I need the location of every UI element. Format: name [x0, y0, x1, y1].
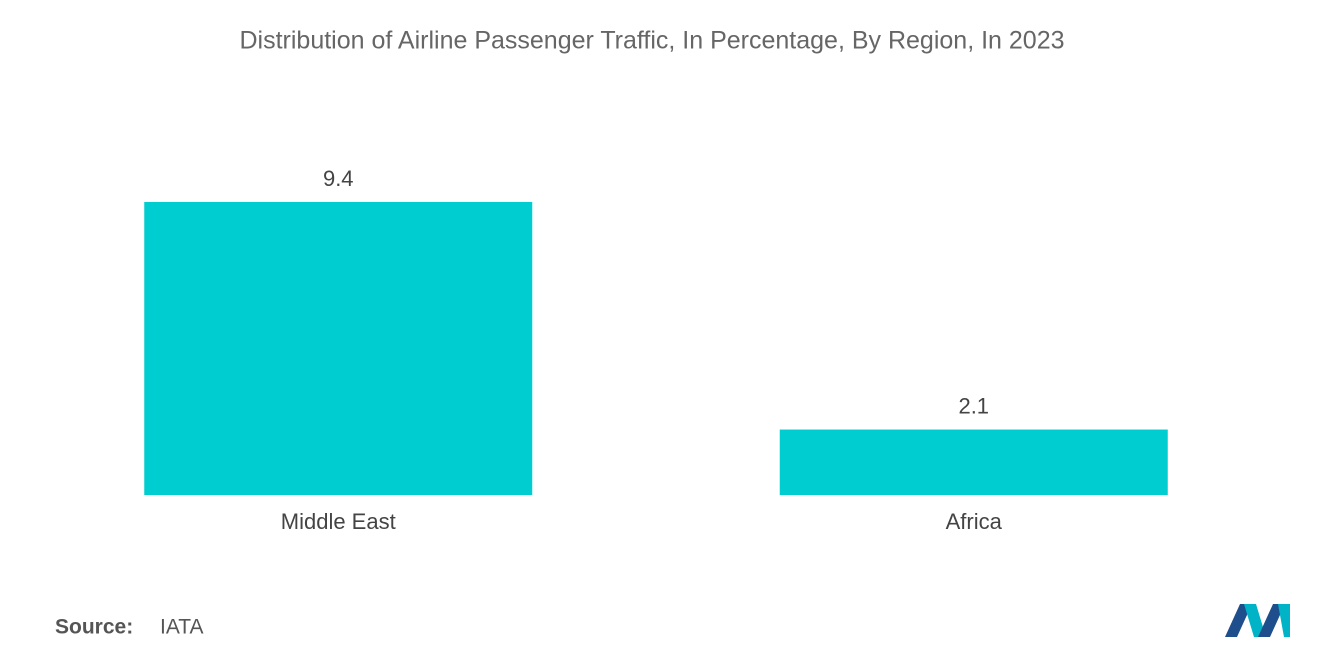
value-label: 9.4: [323, 166, 354, 191]
x-tick-label: Africa: [946, 509, 1003, 534]
value-label: 2.1: [958, 393, 989, 418]
chart-title: Distribution of Airline Passenger Traffi…: [240, 27, 1065, 55]
source-label: Source:: [55, 616, 133, 639]
x-tick-label: Middle East: [281, 509, 396, 534]
source: IATA: [160, 616, 204, 639]
logo: [1225, 604, 1290, 637]
bar: [779, 429, 1168, 495]
bar: [144, 202, 533, 495]
